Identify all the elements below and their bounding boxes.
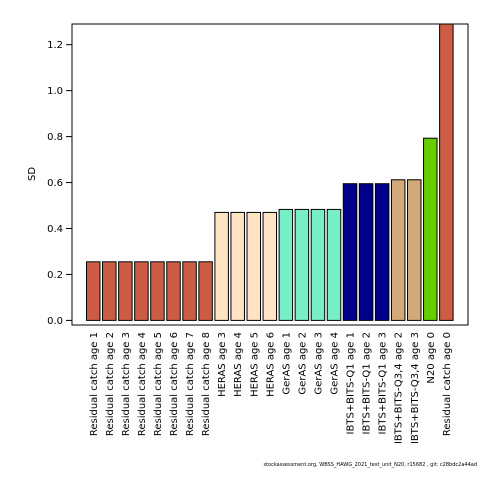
x-tick-label: HERAS age 5 bbox=[249, 332, 260, 397]
x-tick-label: Residual catch age 3 bbox=[121, 332, 132, 436]
x-tick-label: GerAS age 2 bbox=[297, 332, 308, 395]
x-tick-label: Residual catch age 7 bbox=[185, 332, 196, 436]
x-tick-label: N20 age 0 bbox=[426, 332, 437, 384]
y-axis-ticks: 0.0 0.2 0.4 0.6 0.8 1.0 1.2 bbox=[47, 40, 72, 327]
x-tick-label: Residual catch age 1 bbox=[89, 332, 100, 436]
footer-note: stockassessment.org, WBSS_HAWG_2021_test… bbox=[263, 462, 477, 468]
bar bbox=[230, 211, 245, 321]
bars bbox=[86, 23, 454, 321]
x-tick-label: Residual catch age 6 bbox=[169, 332, 180, 436]
bar bbox=[86, 261, 101, 321]
x-tick-label: Residual catch age 8 bbox=[201, 332, 212, 436]
bar bbox=[198, 261, 213, 321]
x-tick-label: Residual catch age 2 bbox=[105, 332, 116, 436]
y-tick-label: 0.6 bbox=[47, 178, 63, 189]
x-tick-label: GerAS age 4 bbox=[330, 332, 341, 395]
x-tick-label: HERAS age 4 bbox=[233, 332, 244, 397]
x-tick-label: HERAS age 6 bbox=[265, 332, 276, 397]
y-tick-label: 1.2 bbox=[47, 40, 63, 51]
bar bbox=[423, 137, 438, 321]
bar bbox=[439, 23, 454, 321]
y-tick-label: 0.4 bbox=[47, 224, 63, 235]
x-tick-label: IBTS+BITS-Q3,4 age 3 bbox=[410, 332, 421, 444]
x-tick-label: IBTS+BITS-Q1 age 1 bbox=[346, 332, 357, 434]
bar bbox=[278, 208, 294, 321]
x-axis-tick-labels: Residual catch age 1 Residual catch age 2… bbox=[89, 332, 453, 444]
y-tick-label: 0.2 bbox=[47, 270, 63, 281]
bar bbox=[326, 208, 342, 321]
bar bbox=[150, 261, 165, 321]
bar bbox=[182, 261, 197, 321]
bar bbox=[358, 183, 374, 321]
x-tick-label: GerAS age 3 bbox=[313, 332, 324, 395]
bar bbox=[166, 261, 181, 321]
bar bbox=[134, 261, 149, 321]
x-tick-label: IBTS+BITS-Q1 age 2 bbox=[362, 332, 373, 434]
x-tick-label: GerAS age 1 bbox=[281, 332, 292, 395]
bar bbox=[294, 208, 310, 321]
bar bbox=[342, 183, 358, 321]
x-tick-label: IBTS+BITS-Q1 age 3 bbox=[378, 332, 389, 434]
bar bbox=[262, 211, 278, 321]
x-tick-label: Residual catch age 0 bbox=[442, 332, 453, 436]
bar bbox=[118, 261, 133, 321]
x-tick-label: Residual catch age 4 bbox=[137, 332, 148, 436]
x-tick-label: Residual catch age 5 bbox=[153, 332, 164, 436]
y-tick-label: 0.0 bbox=[47, 316, 63, 327]
bar bbox=[246, 211, 261, 321]
bar bbox=[390, 179, 406, 321]
bar bbox=[310, 208, 326, 321]
bar bbox=[214, 211, 229, 321]
x-tick-label: HERAS age 3 bbox=[217, 332, 228, 397]
x-tick-label: IBTS+BITS-Q3,4 age 2 bbox=[394, 332, 405, 444]
y-axis-title: SD bbox=[27, 167, 38, 181]
y-tick-label: 0.8 bbox=[47, 132, 63, 143]
bar bbox=[407, 179, 422, 321]
bar bbox=[102, 261, 117, 321]
y-tick-label: 1.0 bbox=[47, 86, 63, 97]
bar bbox=[374, 183, 390, 321]
